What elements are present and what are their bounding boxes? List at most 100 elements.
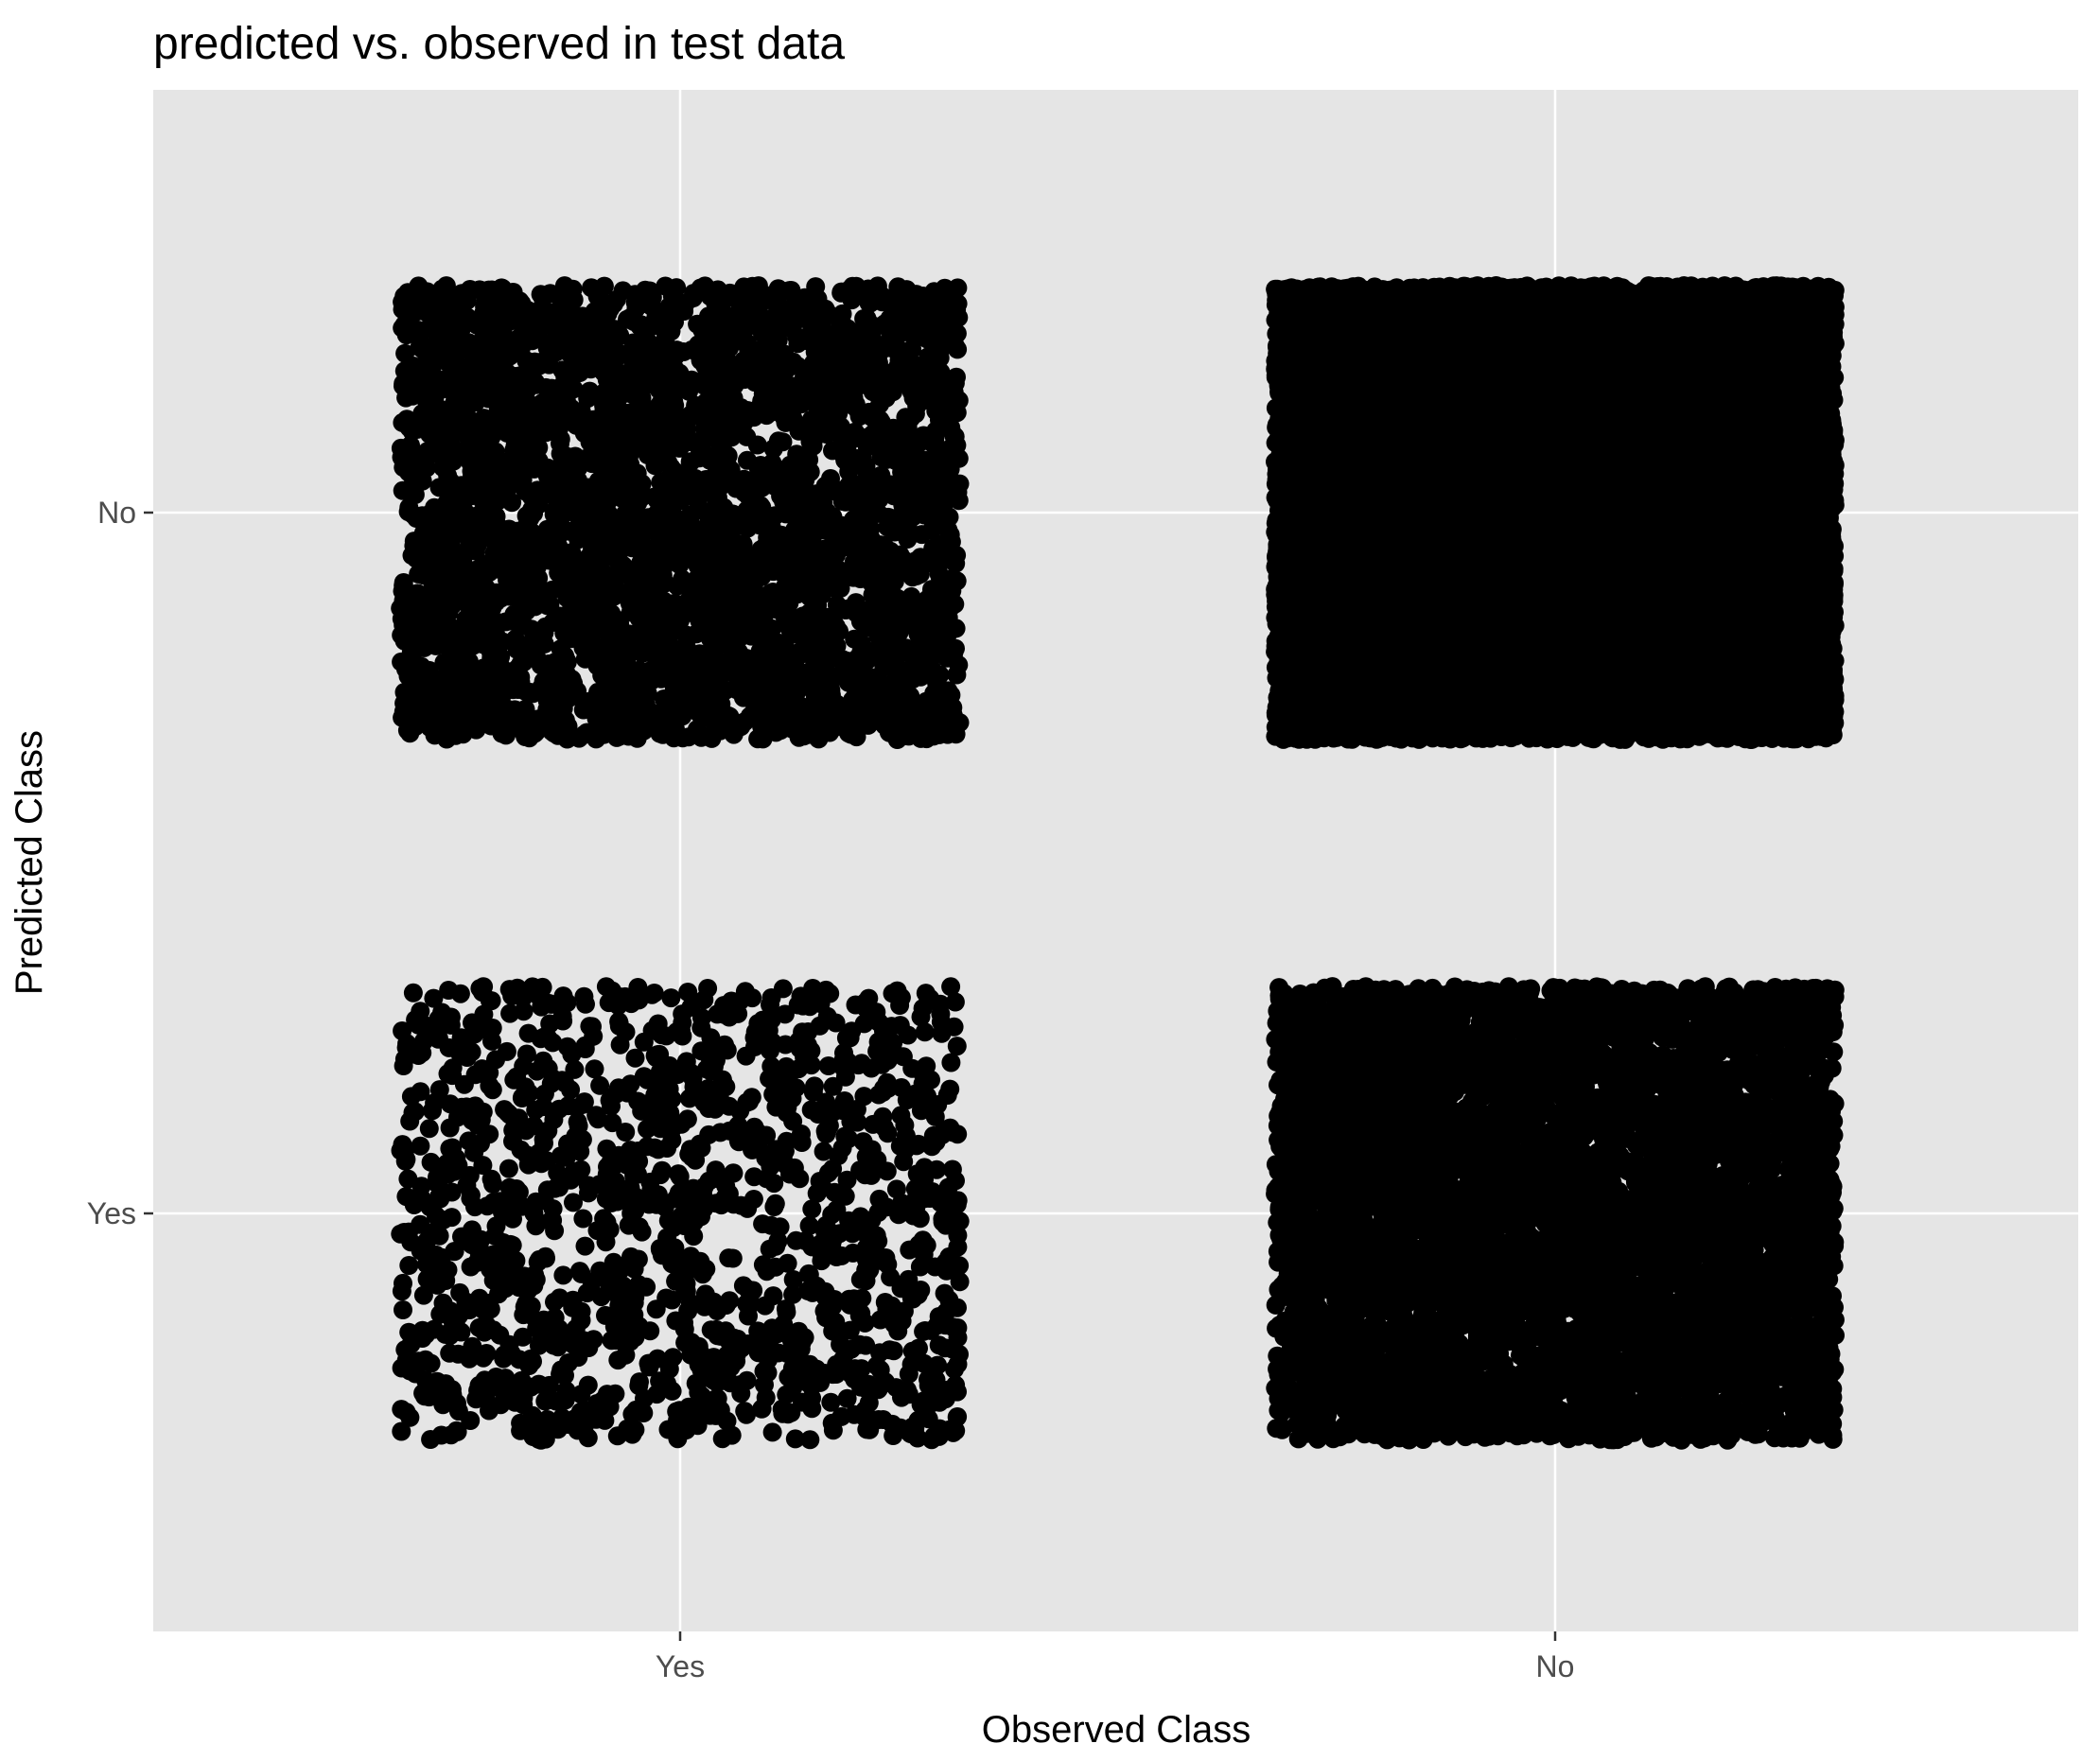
data-point xyxy=(745,373,764,392)
data-point xyxy=(450,383,470,403)
data-point xyxy=(630,381,650,401)
data-point xyxy=(880,308,900,328)
data-point xyxy=(458,516,478,536)
data-point xyxy=(802,417,822,437)
data-point xyxy=(803,602,823,622)
data-point xyxy=(432,620,452,640)
data-point xyxy=(553,699,573,718)
data-point xyxy=(673,569,692,589)
data-point xyxy=(560,676,580,696)
data-point xyxy=(774,407,794,427)
data-point xyxy=(688,702,708,722)
data-point xyxy=(424,441,444,460)
data-point xyxy=(717,656,736,676)
data-point xyxy=(544,552,564,571)
data-point xyxy=(700,516,720,536)
data-point xyxy=(419,660,439,680)
data-point xyxy=(650,724,670,743)
data-point xyxy=(704,386,724,406)
data-point xyxy=(651,646,670,666)
data-point xyxy=(735,662,755,682)
data-point xyxy=(796,331,816,351)
data-point xyxy=(497,362,516,382)
data-point xyxy=(775,633,795,653)
data-point xyxy=(929,403,949,423)
data-point xyxy=(937,329,957,349)
data-point xyxy=(506,665,526,685)
data-point xyxy=(601,584,621,603)
data-point xyxy=(611,512,631,532)
data-point xyxy=(928,589,948,609)
data-point xyxy=(633,634,653,654)
data-point xyxy=(641,671,661,690)
data-point xyxy=(418,295,438,315)
data-point xyxy=(394,683,414,702)
data-point xyxy=(516,506,536,526)
data-point xyxy=(817,681,837,700)
data-point xyxy=(561,410,581,430)
data-point xyxy=(884,375,903,395)
data-point xyxy=(710,721,730,741)
data-point xyxy=(898,448,918,468)
data-point xyxy=(888,277,908,297)
data-point xyxy=(849,505,869,525)
data-point xyxy=(753,729,773,749)
data-point xyxy=(590,545,610,565)
data-point xyxy=(401,642,421,662)
data-point xyxy=(701,352,721,372)
data-point xyxy=(660,364,679,384)
data-point xyxy=(852,343,872,363)
data-point xyxy=(779,314,799,334)
data-point xyxy=(623,572,643,592)
data-point xyxy=(527,304,547,323)
data-point xyxy=(499,478,518,497)
data-point xyxy=(627,463,647,483)
data-point xyxy=(884,620,903,640)
data-points xyxy=(391,276,1845,1450)
data-point xyxy=(601,340,621,359)
data-point xyxy=(604,294,623,314)
data-point xyxy=(750,641,770,661)
data-point xyxy=(734,614,754,634)
data-point xyxy=(552,576,572,596)
data-point xyxy=(658,452,678,472)
data-point xyxy=(786,480,806,500)
data-point xyxy=(770,377,790,397)
data-point xyxy=(619,482,639,502)
data-point xyxy=(393,292,412,312)
data-point xyxy=(665,594,685,614)
data-point xyxy=(547,342,567,362)
data-point xyxy=(679,672,699,692)
data-point xyxy=(670,476,690,496)
data-point xyxy=(896,408,916,427)
data-point xyxy=(400,480,420,500)
data-point xyxy=(562,315,582,334)
data-point xyxy=(875,703,895,723)
data-point xyxy=(742,477,761,497)
data-point xyxy=(590,527,610,546)
data-point xyxy=(919,347,938,367)
data-point xyxy=(723,504,743,524)
data-point xyxy=(837,281,857,301)
data-point xyxy=(904,492,924,511)
data-point xyxy=(456,593,476,613)
data-point xyxy=(518,635,538,654)
data-point xyxy=(438,313,458,333)
data-point xyxy=(569,728,589,748)
data-point xyxy=(887,339,907,357)
data-point xyxy=(396,388,416,408)
data-point xyxy=(557,286,577,305)
data-point xyxy=(479,707,499,727)
data-point xyxy=(781,281,801,300)
data-point xyxy=(601,632,621,652)
data-point xyxy=(495,290,515,309)
data-point xyxy=(438,570,458,590)
data-point xyxy=(635,603,655,623)
data-point xyxy=(552,360,572,380)
data-point xyxy=(454,619,474,638)
data-point xyxy=(438,466,458,486)
data-point xyxy=(937,487,957,507)
data-point xyxy=(945,594,965,614)
data-point xyxy=(743,344,762,364)
